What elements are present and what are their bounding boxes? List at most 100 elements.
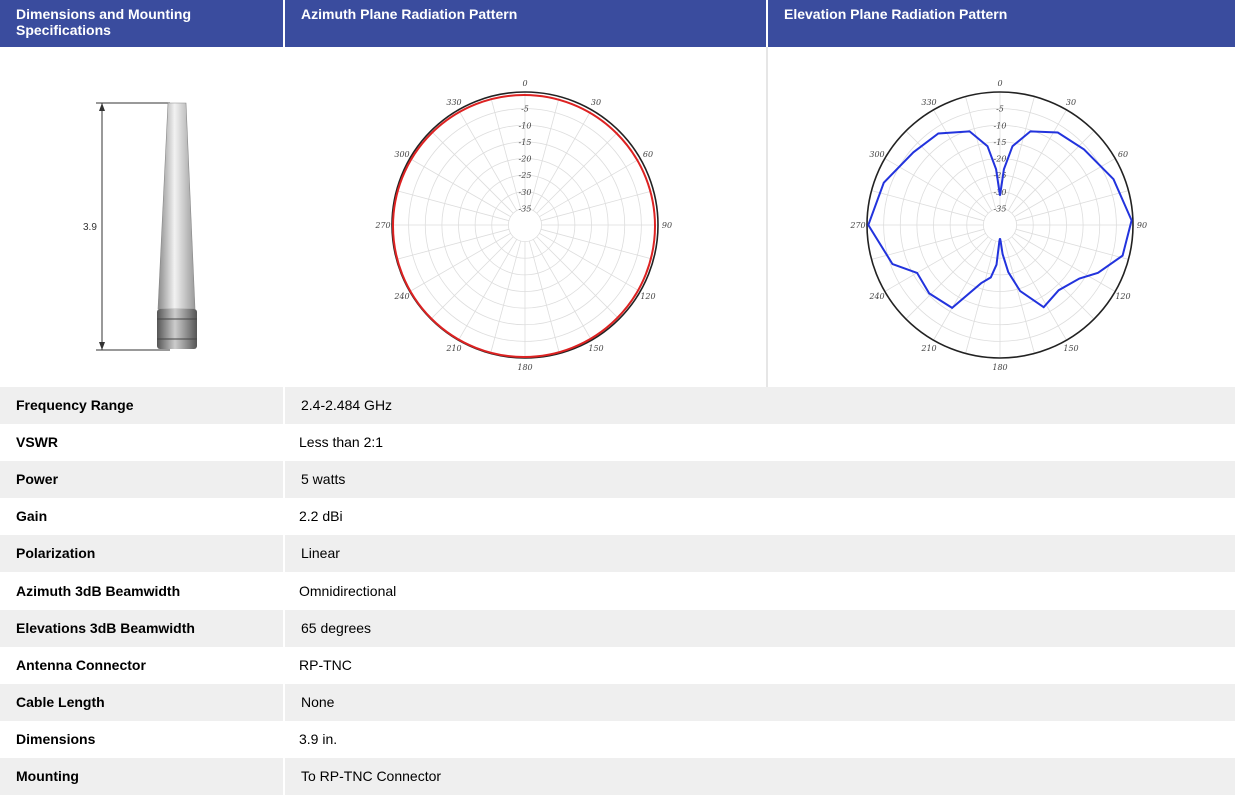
- label-cell: VSWR: [16, 434, 58, 451]
- label-cell: Mounting: [16, 768, 79, 784]
- outer-ring: [391, 91, 659, 359]
- label-cell: Frequency Range: [16, 397, 134, 413]
- grid-spoke: [1007, 239, 1067, 341]
- header-cell: Dimensions and Mounting Specifications: [0, 0, 283, 47]
- grid-spoke: [1007, 109, 1067, 211]
- grid-spoke: [532, 239, 592, 341]
- angle-label: 150: [588, 344, 603, 353]
- value-cell: 2.2 dBi: [299, 508, 343, 525]
- grid-spoke: [539, 232, 641, 292]
- grid-spoke: [1003, 240, 1035, 354]
- angle-label: 180: [517, 363, 532, 372]
- ring-label: -35: [519, 204, 532, 213]
- angle-label: 210: [445, 344, 461, 353]
- figures: 3.9 -5 -10 -15 -20 -25 -30 -35 0 30 60 90 120 150 180…: [83, 47, 1147, 387]
- table-row: Power 5 watts: [0, 461, 1235, 499]
- grid-spoke: [490, 240, 522, 354]
- grid-spoke: [409, 232, 511, 292]
- antenna-drawing: 3.9: [83, 102, 197, 351]
- grid-spoke: [933, 239, 993, 341]
- grid-spoke: [871, 228, 985, 260]
- pattern-curve: [867, 130, 1133, 310]
- angle-label: 60: [643, 150, 653, 159]
- grid-spoke: [1015, 190, 1129, 222]
- grid-spoke: [1014, 232, 1116, 292]
- ring-label: -25: [994, 171, 1007, 180]
- label-cell: Antenna Connector: [16, 656, 146, 673]
- table-row: Dimensions 3.9 in.: [0, 721, 1235, 758]
- grid-spoke: [1014, 158, 1116, 218]
- ring-label: -35: [994, 204, 1007, 213]
- grid-spoke: [905, 130, 989, 214]
- ring-label: -15: [519, 138, 532, 147]
- grid-spoke: [884, 232, 986, 292]
- label-cell: Gain: [16, 508, 48, 525]
- grid-spoke: [458, 109, 518, 211]
- table-row: Frequency Range 2.4-2.484 GHz: [0, 387, 1235, 424]
- value-cell: 5 watts: [283, 461, 1235, 499]
- angle-label: 240: [868, 292, 884, 301]
- header-cell: Elevation Plane Radiation Pattern: [768, 0, 1235, 47]
- value-cell: Linear: [283, 535, 1235, 573]
- value-cell: 3.9 in.: [299, 730, 338, 747]
- value-cell: To RP-TNC Connector: [283, 758, 1235, 795]
- grid-spoke: [539, 158, 641, 218]
- label-cell: Polarization: [16, 545, 96, 562]
- grid-spoke: [396, 190, 510, 222]
- angle-label: 180: [992, 363, 1007, 372]
- polar-plot: -5-10-15-20-25-30-3503060901201501802102…: [374, 79, 672, 372]
- header-cell: Azimuth Plane Radiation Pattern: [285, 0, 766, 47]
- ring-label: -20: [994, 155, 1007, 164]
- label-cell: Dimensions: [16, 730, 96, 747]
- label-cell: Power: [16, 471, 59, 488]
- angle-label: 300: [869, 150, 884, 159]
- table-row: Gain 2.2 dBi: [0, 498, 1235, 535]
- table-row: Cable Length None: [0, 683, 1235, 721]
- table-row: Elevations 3dB Beamwidth 65 degrees: [0, 609, 1235, 647]
- angle-label: 90: [662, 221, 672, 230]
- grid-spoke: [430, 130, 514, 214]
- angle-label: 120: [1115, 292, 1130, 301]
- grid-spoke: [1011, 236, 1095, 320]
- value-cell: 2.4-2.484 GHz: [283, 387, 1235, 424]
- grid-spoke: [540, 190, 654, 222]
- grid-spoke: [933, 109, 993, 211]
- angle-label: 90: [1137, 221, 1147, 230]
- grid-spoke: [536, 130, 620, 214]
- value-cell: Omnidirectional: [299, 582, 397, 599]
- value-cell: Less than 2:1: [299, 434, 384, 451]
- grid-spoke: [396, 228, 510, 260]
- dimension-label: 3.9: [83, 222, 97, 233]
- ring-label: -10: [519, 121, 532, 130]
- label-cell: Azimuth 3dB Beamwidth: [16, 582, 181, 599]
- ring-label: -15: [994, 138, 1007, 147]
- grid-spoke: [532, 109, 592, 211]
- grid-spoke: [409, 158, 511, 218]
- grid-spoke: [965, 240, 997, 354]
- value-cell: None: [283, 683, 1235, 721]
- polar-plot: -5-10-15-20-25-30-3503060901201501802102…: [849, 79, 1147, 372]
- label-cell: Cable Length: [16, 693, 105, 710]
- angle-label: 300: [394, 150, 409, 159]
- angle-label: 0: [997, 79, 1002, 88]
- ring-label: -30: [519, 188, 532, 197]
- angle-label: 30: [1066, 98, 1076, 107]
- ring-label: -10: [994, 121, 1007, 130]
- angle-label: 30: [591, 98, 601, 107]
- grid-spoke: [1011, 130, 1095, 214]
- label-cell: Elevations 3dB Beamwidth: [16, 619, 195, 636]
- angle-label: 240: [393, 292, 409, 301]
- outer-ring: [866, 91, 1134, 359]
- grid-spoke: [536, 236, 620, 320]
- ring-label: -25: [519, 171, 532, 180]
- angle-label: 120: [640, 292, 655, 301]
- angle-label: 60: [1118, 150, 1128, 159]
- grid-spoke: [528, 96, 560, 210]
- grid-spoke: [430, 236, 514, 320]
- angle-label: 150: [1063, 344, 1078, 353]
- grid-spoke: [490, 96, 522, 210]
- angle-label: 0: [522, 79, 527, 88]
- value-cell: RP-TNC: [299, 656, 352, 673]
- table-row: Antenna Connector RP-TNC: [0, 647, 1235, 684]
